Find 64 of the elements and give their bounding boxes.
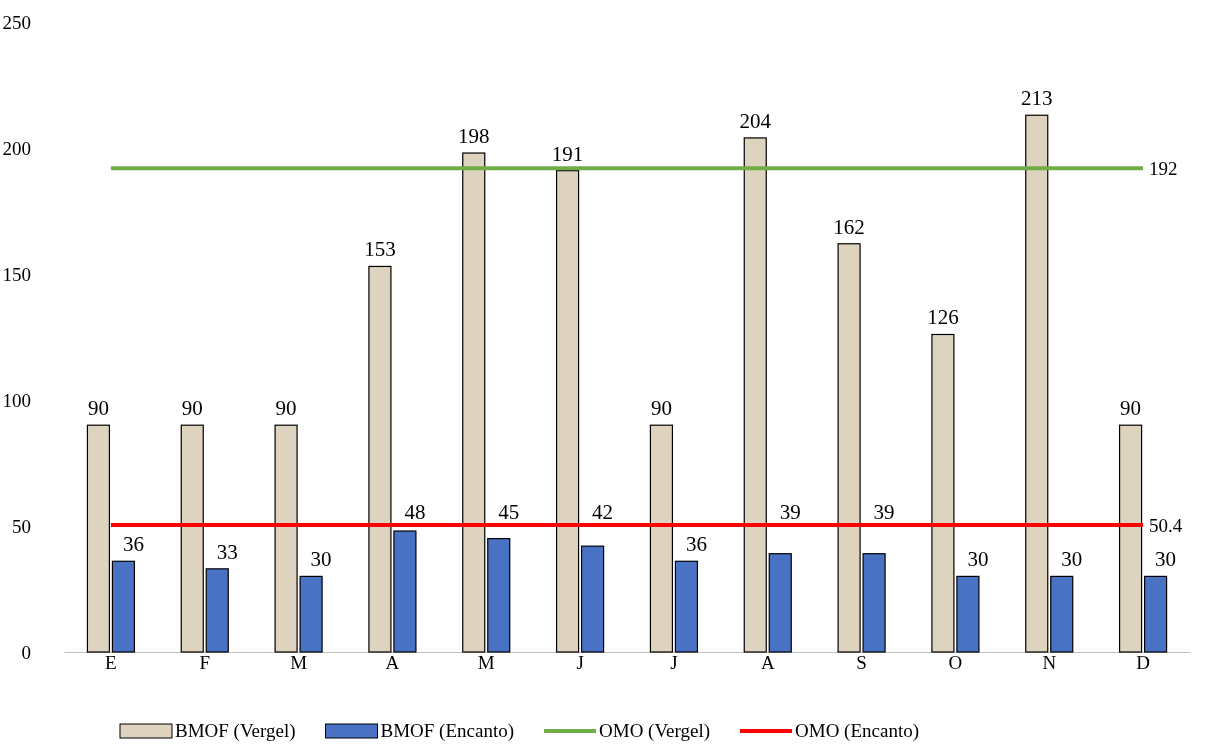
data-label: 90	[275, 396, 297, 421]
y-tick-label: 200	[2, 137, 31, 159]
x-tick-label: N	[1042, 652, 1057, 673]
data-label: 191	[551, 141, 584, 166]
bar	[86, 424, 111, 653]
bar	[580, 545, 605, 653]
bar	[487, 538, 511, 653]
data-label: 126	[927, 305, 959, 330]
x-tick-label: M	[477, 652, 495, 673]
data-label: 162	[833, 214, 865, 239]
bar	[555, 170, 580, 653]
legend-label: BMOF (Encanto)	[380, 720, 515, 742]
x-tick-label: O	[948, 652, 963, 673]
bar	[1118, 424, 1143, 653]
y-tick-label: 100	[2, 389, 31, 411]
bar	[649, 424, 674, 653]
data-label: 192	[1149, 158, 1178, 180]
data-label: 30	[1155, 547, 1177, 572]
x-tick-label: A	[760, 652, 775, 673]
x-tick-label: F	[199, 652, 211, 673]
bar	[180, 424, 204, 653]
x-tick-label: E	[105, 652, 117, 673]
data-label: 36	[685, 532, 707, 557]
bar	[1025, 114, 1049, 653]
bar	[111, 560, 136, 653]
bar	[743, 137, 767, 653]
data-label: 30	[1061, 547, 1083, 572]
data-label: 90	[181, 396, 203, 421]
y-tick-label: 250	[2, 11, 31, 33]
data-label: 90	[650, 396, 672, 421]
bar	[1143, 575, 1168, 653]
data-label: 30	[310, 547, 332, 572]
bar	[768, 553, 792, 653]
data-label: 50.4	[1149, 514, 1183, 536]
data-label: 39	[779, 499, 801, 524]
data-label: 213	[1021, 86, 1053, 111]
x-tick-label: M	[290, 652, 308, 673]
data-label: 42	[592, 499, 614, 524]
bar	[674, 560, 699, 653]
data-label: 90	[1120, 396, 1142, 421]
data-label: 33	[216, 539, 238, 564]
y-tick-label: 50	[12, 515, 31, 537]
x-tick-label: J	[670, 652, 678, 673]
y-tick-label: 0	[21, 641, 31, 663]
data-label: 90	[87, 396, 109, 421]
data-label: 198	[458, 124, 490, 149]
data-label: 39	[873, 499, 895, 524]
legend-label: OMO (Vergel)	[599, 720, 711, 742]
data-label: 48	[404, 499, 426, 524]
data-label: 153	[364, 237, 396, 262]
x-tick-label: J	[576, 652, 584, 673]
y-tick-label: 150	[2, 263, 31, 285]
data-label: 36	[122, 532, 144, 557]
data-label: 45	[498, 499, 520, 524]
x-tick-label: D	[1136, 652, 1150, 673]
bar	[462, 152, 486, 653]
data-label: 30	[967, 547, 989, 572]
bar	[205, 568, 229, 653]
legend-label: BMOF (Vergel)	[175, 720, 296, 742]
bar	[1050, 575, 1074, 653]
legend-label: OMO (Encanto)	[795, 720, 920, 742]
x-tick-label: A	[385, 652, 400, 673]
data-label: 204	[739, 108, 772, 133]
x-tick-label: S	[856, 652, 867, 673]
